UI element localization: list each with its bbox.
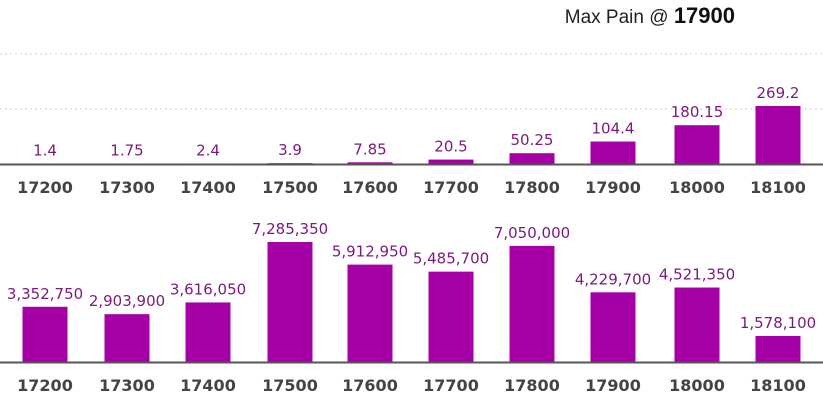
max-pain-header: Max Pain @ 17900 xyxy=(565,3,735,29)
bottom-bar-17700 xyxy=(428,271,474,362)
top-tick-label-17600: 17600 xyxy=(342,178,398,197)
bottom-tick-label-17600: 17600 xyxy=(342,376,398,395)
top-tick-label-18000: 18000 xyxy=(669,178,725,197)
bottom-chart: 3,352,750 17200 2,903,900 17300 3,616,050 174… xyxy=(0,220,823,395)
top-value-label-18100: 269.2 xyxy=(757,84,800,102)
top-bar-17900 xyxy=(590,141,636,164)
top-tick-label-17400: 17400 xyxy=(180,178,236,197)
top-chart: 1.4 17200 1.75 17300 2.4 17400 3.9 17500 7.85 176… xyxy=(0,53,823,197)
bottom-tick-label-17400: 17400 xyxy=(180,376,236,395)
top-tick-label-17800: 17800 xyxy=(504,178,560,197)
bottom-tick-label-17800: 17800 xyxy=(504,376,560,395)
top-value-label-17500: 3.9 xyxy=(278,141,302,159)
top-tick-label-17300: 17300 xyxy=(99,178,155,197)
bottom-value-label-17600: 5,912,950 xyxy=(332,243,408,261)
bottom-value-label-18100: 1,578,100 xyxy=(740,314,816,332)
bottom-bar-18100 xyxy=(755,336,801,362)
bottom-bar-17200 xyxy=(22,306,68,362)
bottom-bar-17500 xyxy=(267,242,313,362)
top-value-label-17900: 104.4 xyxy=(592,120,635,138)
top-value-label-17400: 2.4 xyxy=(196,141,220,159)
max-pain-label: Max Pain @ xyxy=(564,7,669,28)
top-tick-label-17200: 17200 xyxy=(17,178,73,197)
bottom-value-label-18000: 4,521,350 xyxy=(659,266,735,284)
top-bar-17700 xyxy=(428,159,474,164)
bottom-tick-label-17200: 17200 xyxy=(17,376,73,395)
top-bar-18000 xyxy=(674,125,720,164)
bottom-tick-label-18100: 18100 xyxy=(750,376,806,395)
bottom-tick-label-17300: 17300 xyxy=(99,376,155,395)
top-value-label-17800: 50.25 xyxy=(511,131,554,149)
top-tick-label-18100: 18100 xyxy=(750,178,806,197)
bottom-tick-label-17900: 17900 xyxy=(585,376,641,395)
bottom-value-label-17400: 3,616,050 xyxy=(170,280,246,298)
top-value-label-18000: 180.15 xyxy=(671,103,724,121)
bottom-bar-17600 xyxy=(347,264,393,362)
top-bar-17600 xyxy=(347,162,393,164)
top-bar-18100 xyxy=(755,106,801,164)
bottom-value-label-17200: 3,352,750 xyxy=(7,285,83,303)
bottom-value-label-17500: 7,285,350 xyxy=(252,220,328,238)
bottom-value-label-17900: 4,229,700 xyxy=(575,270,651,288)
bottom-bar-17300 xyxy=(104,314,150,362)
bottom-bar-17900 xyxy=(590,292,636,362)
bottom-tick-label-18000: 18000 xyxy=(669,376,725,395)
bottom-tick-label-17500: 17500 xyxy=(262,376,318,395)
bottom-value-label-17300: 2,903,900 xyxy=(89,292,165,310)
max-pain-value: 17900 xyxy=(673,3,735,28)
top-tick-label-17500: 17500 xyxy=(262,178,318,197)
bottom-value-label-17700: 5,485,700 xyxy=(413,250,489,268)
bottom-value-label-17800: 7,050,000 xyxy=(494,224,570,242)
top-value-label-17700: 20.5 xyxy=(434,138,467,156)
top-value-label-17200: 1.4 xyxy=(33,142,57,160)
bottom-bar-18000 xyxy=(674,287,720,362)
top-value-label-17300: 1.75 xyxy=(110,142,143,160)
bottom-bar-17800 xyxy=(509,245,555,362)
top-tick-label-17900: 17900 xyxy=(585,178,641,197)
top-bar-17800 xyxy=(509,153,555,164)
top-tick-label-17700: 17700 xyxy=(423,178,479,197)
bottom-bar-17400 xyxy=(185,302,231,362)
top-value-label-17600: 7.85 xyxy=(353,140,386,158)
bottom-tick-label-17700: 17700 xyxy=(423,376,479,395)
